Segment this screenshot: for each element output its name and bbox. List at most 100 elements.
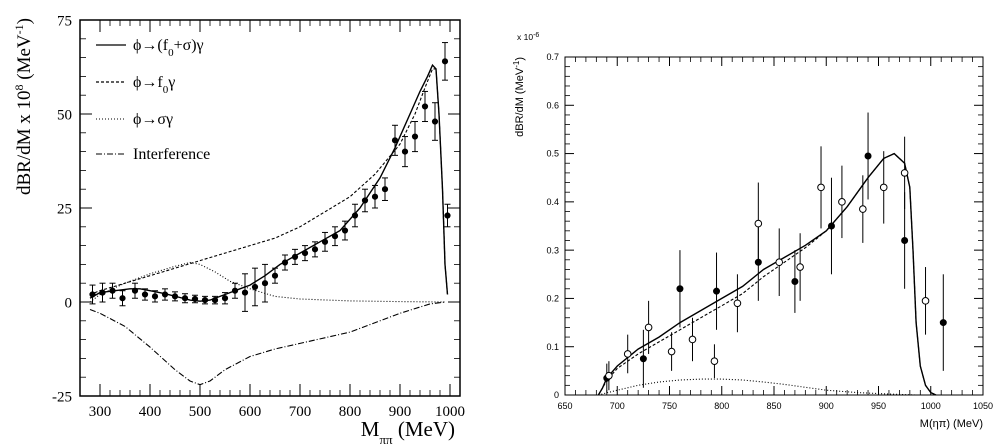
data-point-open bbox=[605, 371, 613, 380]
data-point-filled bbox=[221, 295, 229, 302]
x-tick-label: 950 bbox=[871, 401, 886, 411]
left-x-ticks: 300 400 500 600 700 800 900 1000 bbox=[89, 20, 465, 420]
series-line-dashdot bbox=[89, 301, 446, 386]
data-point-open bbox=[859, 205, 867, 213]
data-point-open bbox=[644, 323, 653, 332]
series-line-solid bbox=[597, 152, 937, 396]
left-y-axis-label: dBR/dM x 108 (MeV-1) bbox=[12, 18, 35, 195]
data-point-open bbox=[817, 183, 825, 192]
x-tick-label: 750 bbox=[662, 401, 677, 411]
left-chart: 300 400 500 600 700 800 900 1000 -25 0 25 50 75 ϕ→(… bbox=[12, 13, 465, 446]
y-tick-label: 0.1 bbox=[546, 342, 559, 352]
data-point-filled bbox=[231, 287, 239, 294]
x-tick-label: 800 bbox=[714, 401, 729, 411]
x-tick-label: 1000 bbox=[435, 404, 465, 420]
data-point-open bbox=[879, 183, 888, 192]
data-point-filled bbox=[141, 291, 149, 298]
data-point-filled bbox=[431, 118, 439, 125]
data-point-open bbox=[733, 299, 742, 308]
data-point-filled bbox=[251, 283, 259, 291]
data-point-filled bbox=[639, 355, 647, 363]
data-point-filled bbox=[161, 291, 169, 298]
data-point-filled bbox=[341, 227, 349, 234]
y-tick-label: 50 bbox=[57, 107, 72, 123]
data-point-open bbox=[796, 263, 804, 271]
data-point-filled bbox=[171, 293, 179, 300]
data-point-filled bbox=[181, 295, 189, 302]
x-tick-label: 800 bbox=[339, 404, 362, 420]
left-legend: ϕ→(f0+σ)γ ϕ→f0γ ϕ→σγ Interference bbox=[96, 37, 210, 163]
data-point-filled bbox=[444, 212, 451, 219]
data-point-open bbox=[688, 335, 697, 344]
data-point-filled bbox=[201, 297, 209, 304]
data-point-open bbox=[754, 219, 763, 228]
right-x-ticks: 650 700 750 800 850 900 950 1000 1050 bbox=[557, 57, 993, 411]
x-tick-label: 700 bbox=[289, 404, 312, 420]
data-point-filled bbox=[421, 103, 429, 110]
data-point-open bbox=[900, 169, 909, 177]
x-tick-label: 300 bbox=[89, 404, 112, 420]
data-point-filled bbox=[827, 222, 835, 230]
data-point-open bbox=[667, 347, 676, 356]
legend-label-interference: Interference bbox=[133, 146, 210, 163]
data-point-filled bbox=[109, 287, 116, 294]
x-tick-label: 700 bbox=[610, 401, 625, 411]
data-point-filled bbox=[89, 291, 96, 298]
data-point-open bbox=[710, 357, 719, 366]
y-tick-label: 25 bbox=[57, 201, 72, 217]
right-y-ticks: 0 0.1 0.2 0.3 0.4 0.5 0.6 0.7 bbox=[546, 52, 983, 400]
series-line-dotted bbox=[89, 261, 446, 303]
left-data-points bbox=[89, 42, 451, 312]
left-x-axis-label: Mππ (MeV) bbox=[361, 417, 455, 446]
left-y-ticks: -25 0 25 50 75 bbox=[52, 13, 460, 405]
data-point-filled bbox=[271, 272, 279, 279]
legend-label-total: ϕ→(f0+σ)γ bbox=[133, 37, 204, 59]
series-line-dashed bbox=[597, 152, 937, 396]
data-point-filled bbox=[381, 186, 389, 193]
y-tick-label: 0.3 bbox=[546, 245, 559, 255]
data-point-filled bbox=[241, 289, 249, 296]
data-point-filled bbox=[401, 148, 409, 155]
y-tick-label: 0.2 bbox=[546, 294, 559, 304]
y-tick-label: 0.5 bbox=[546, 149, 559, 159]
data-point-filled bbox=[281, 259, 289, 266]
data-point-filled bbox=[713, 287, 721, 295]
data-point-filled bbox=[676, 285, 684, 293]
data-point-filled bbox=[321, 238, 329, 245]
x-tick-label: 600 bbox=[239, 404, 262, 420]
data-point-filled bbox=[261, 280, 269, 287]
data-point-filled bbox=[939, 319, 947, 327]
data-point-filled bbox=[901, 236, 909, 244]
data-point-filled bbox=[301, 250, 309, 257]
x-tick-label: 900 bbox=[389, 404, 412, 420]
data-point-filled bbox=[411, 133, 419, 140]
data-point-open bbox=[838, 198, 846, 206]
x-tick-label: 900 bbox=[819, 401, 834, 411]
y-tick-label: -25 bbox=[52, 389, 72, 405]
data-point-filled bbox=[361, 197, 369, 204]
data-point-filled bbox=[331, 233, 339, 240]
data-point-filled bbox=[119, 295, 126, 302]
series-line-dashed bbox=[89, 68, 449, 296]
data-point-open bbox=[775, 258, 784, 267]
right-chart: 650 700 750 800 850 900 950 1000 1050 0 0.1 0.2 0.3… bbox=[512, 32, 994, 431]
series-line-dotted bbox=[598, 378, 916, 396]
data-point-filled bbox=[864, 152, 872, 160]
right-series-lines bbox=[597, 152, 937, 396]
right-x-axis-label: M(ηπ) (MeV) bbox=[920, 418, 983, 430]
right-data-points bbox=[603, 112, 947, 393]
y-tick-label: 0.7 bbox=[546, 52, 559, 62]
data-point-filled bbox=[151, 293, 159, 300]
x-tick-label: 1050 bbox=[973, 401, 993, 411]
x-tick-label: 1000 bbox=[921, 401, 941, 411]
y-tick-label: 0 bbox=[554, 390, 559, 400]
data-point-filled bbox=[191, 295, 199, 303]
data-point-filled bbox=[291, 253, 299, 260]
data-point-filled bbox=[131, 287, 139, 294]
right-y-exponent: x 10-6 bbox=[517, 32, 539, 43]
data-point-open bbox=[623, 350, 632, 358]
x-tick-label: 400 bbox=[139, 404, 162, 420]
data-point-filled bbox=[441, 58, 449, 65]
x-tick-label: 500 bbox=[189, 404, 212, 420]
